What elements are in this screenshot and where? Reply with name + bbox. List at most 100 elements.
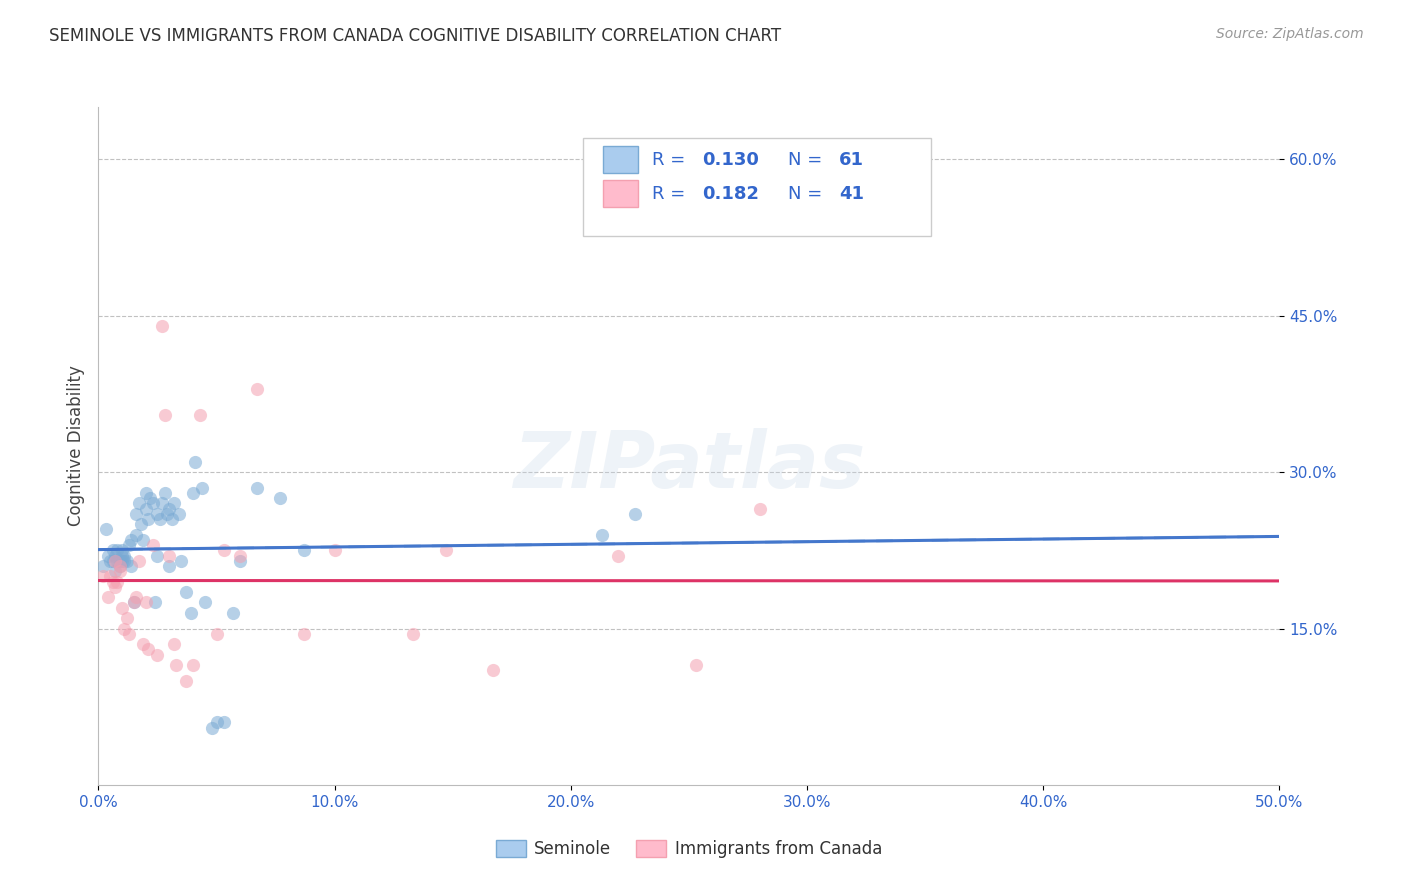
Point xyxy=(174,585,197,599)
Point xyxy=(112,554,135,568)
Text: 0.130: 0.130 xyxy=(702,151,759,169)
Point xyxy=(135,501,157,516)
Point xyxy=(98,569,121,583)
Point xyxy=(104,580,127,594)
Point xyxy=(91,558,114,573)
Text: Source: ZipAtlas.com: Source: ZipAtlas.com xyxy=(1216,27,1364,41)
Point xyxy=(167,507,190,521)
Point xyxy=(94,523,117,537)
Point xyxy=(129,517,152,532)
Point xyxy=(108,554,131,568)
Point xyxy=(111,600,134,615)
Point xyxy=(142,496,165,510)
Point xyxy=(748,501,770,516)
Point xyxy=(222,606,245,620)
Point xyxy=(165,658,187,673)
Point xyxy=(142,538,165,552)
Point xyxy=(104,554,127,568)
Text: N =: N = xyxy=(789,185,828,202)
Point xyxy=(136,512,159,526)
Point xyxy=(104,564,127,578)
Point xyxy=(269,491,291,505)
Text: ZIPatlas: ZIPatlas xyxy=(513,428,865,504)
Point xyxy=(212,543,235,558)
Point xyxy=(105,543,128,558)
Point xyxy=(136,642,159,657)
Point xyxy=(91,569,114,583)
Point xyxy=(97,591,120,605)
Point xyxy=(98,554,121,568)
Point xyxy=(174,673,197,688)
Point xyxy=(229,554,252,568)
Point xyxy=(153,486,176,500)
Point xyxy=(105,574,128,589)
Point xyxy=(115,611,138,625)
Point xyxy=(101,554,124,568)
FancyBboxPatch shape xyxy=(582,137,931,235)
Text: N =: N = xyxy=(789,151,828,169)
Point xyxy=(125,591,148,605)
Point xyxy=(170,554,193,568)
Point xyxy=(157,558,180,573)
Point xyxy=(132,637,155,651)
Point xyxy=(121,558,143,573)
Text: 61: 61 xyxy=(839,151,863,169)
Point xyxy=(229,549,252,563)
Point xyxy=(181,486,204,500)
Point xyxy=(323,543,346,558)
Point xyxy=(118,626,141,640)
Point xyxy=(685,658,707,673)
Text: R =: R = xyxy=(652,151,692,169)
Point xyxy=(292,543,315,558)
Point xyxy=(184,455,207,469)
Point xyxy=(101,574,124,589)
Point xyxy=(163,637,186,651)
Point xyxy=(122,595,145,609)
Text: 41: 41 xyxy=(839,185,863,202)
Point xyxy=(121,533,143,547)
Point xyxy=(149,512,172,526)
Y-axis label: Cognitive Disability: Cognitive Disability xyxy=(66,366,84,526)
Point xyxy=(180,606,202,620)
Point xyxy=(111,549,134,563)
Point xyxy=(401,626,423,640)
Point xyxy=(201,721,224,735)
Point xyxy=(194,595,217,609)
Point xyxy=(156,507,179,521)
Point xyxy=(188,408,211,422)
Point xyxy=(146,507,169,521)
Point xyxy=(135,595,157,609)
Bar xyxy=(603,180,638,207)
Point xyxy=(591,527,613,541)
Point xyxy=(482,663,505,677)
Point xyxy=(132,533,155,547)
Text: R =: R = xyxy=(652,185,692,202)
Point xyxy=(292,626,315,640)
Point xyxy=(125,507,148,521)
Point xyxy=(246,382,269,396)
Point xyxy=(146,648,169,662)
Point xyxy=(163,496,186,510)
Point xyxy=(112,622,135,636)
Point xyxy=(118,538,141,552)
Point xyxy=(150,496,173,510)
Point xyxy=(150,319,173,334)
Point xyxy=(205,715,228,730)
Text: 0.182: 0.182 xyxy=(702,185,759,202)
Point xyxy=(128,554,150,568)
Point xyxy=(157,549,180,563)
Point xyxy=(104,549,127,563)
Text: SEMINOLE VS IMMIGRANTS FROM CANADA COGNITIVE DISABILITY CORRELATION CHART: SEMINOLE VS IMMIGRANTS FROM CANADA COGNI… xyxy=(49,27,782,45)
Point xyxy=(146,549,169,563)
Point xyxy=(607,549,630,563)
Point xyxy=(101,543,124,558)
Point xyxy=(112,549,135,563)
Point xyxy=(160,512,183,526)
Point xyxy=(135,486,157,500)
Point xyxy=(97,549,120,563)
Point xyxy=(181,658,204,673)
Point xyxy=(246,481,269,495)
Point xyxy=(212,715,235,730)
Point xyxy=(139,491,162,505)
Point xyxy=(108,558,131,573)
